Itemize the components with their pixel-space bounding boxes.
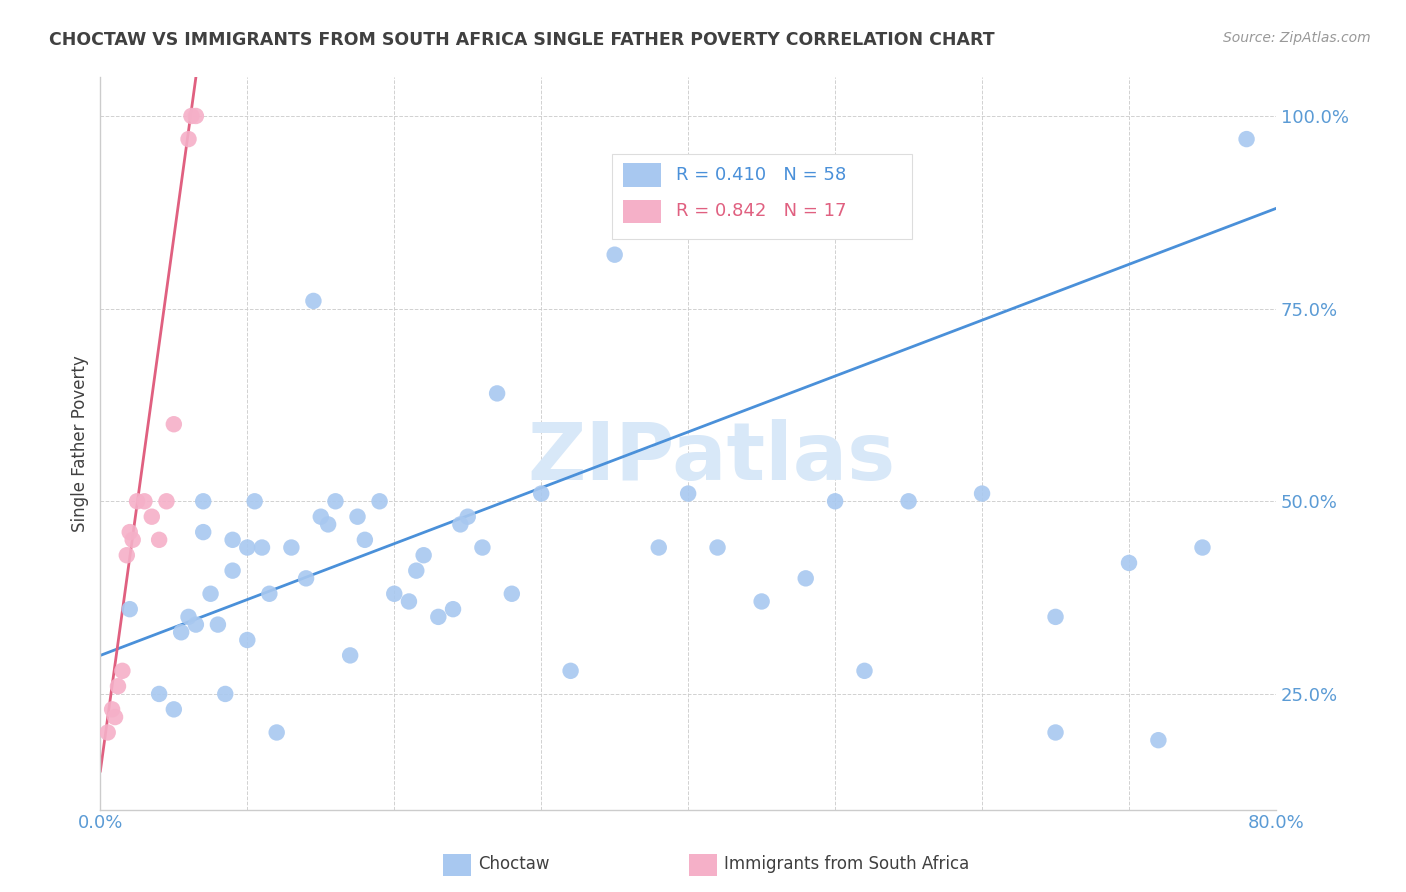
Point — [280, 541, 302, 555]
Point — [1118, 556, 1140, 570]
Point — [250, 541, 273, 555]
Point — [148, 533, 170, 547]
Point — [405, 564, 427, 578]
Point — [398, 594, 420, 608]
Point — [412, 548, 434, 562]
Point — [295, 571, 318, 585]
Point — [214, 687, 236, 701]
Point — [118, 525, 141, 540]
Point — [170, 625, 193, 640]
Text: Choctaw: Choctaw — [478, 855, 550, 873]
Point — [449, 517, 471, 532]
Point — [134, 494, 156, 508]
Point — [115, 548, 138, 562]
Point — [111, 664, 134, 678]
Point — [441, 602, 464, 616]
Point — [155, 494, 177, 508]
Point — [346, 509, 368, 524]
Point — [236, 632, 259, 647]
Point — [107, 679, 129, 693]
Text: R = 0.410   N = 58: R = 0.410 N = 58 — [676, 166, 846, 184]
Point — [560, 664, 582, 678]
Point — [148, 687, 170, 701]
Text: Immigrants from South Africa: Immigrants from South Africa — [724, 855, 969, 873]
Point — [236, 541, 259, 555]
Point — [141, 509, 163, 524]
Text: ZIPatlas: ZIPatlas — [527, 419, 896, 497]
Point — [1045, 610, 1067, 624]
Point — [501, 587, 523, 601]
Point — [193, 494, 215, 508]
Text: CHOCTAW VS IMMIGRANTS FROM SOUTH AFRICA SINGLE FATHER POVERTY CORRELATION CHART: CHOCTAW VS IMMIGRANTS FROM SOUTH AFRICA … — [49, 31, 995, 49]
Point — [471, 541, 494, 555]
Point — [354, 533, 377, 547]
Point — [339, 648, 361, 663]
Point — [457, 509, 479, 524]
Point — [794, 571, 817, 585]
Point — [706, 541, 728, 555]
Point — [200, 587, 222, 601]
Point — [368, 494, 391, 508]
Point — [163, 702, 186, 716]
Point — [221, 564, 243, 578]
FancyBboxPatch shape — [612, 154, 911, 238]
Point — [177, 610, 200, 624]
Point — [648, 541, 671, 555]
Point — [184, 109, 207, 123]
Text: Source: ZipAtlas.com: Source: ZipAtlas.com — [1223, 31, 1371, 45]
Point — [101, 702, 124, 716]
Point — [193, 525, 215, 540]
Point — [243, 494, 266, 508]
Point — [325, 494, 347, 508]
Point — [121, 533, 143, 547]
Point — [180, 109, 202, 123]
Point — [853, 664, 876, 678]
Point — [104, 710, 127, 724]
Point — [163, 417, 186, 432]
Point — [184, 617, 207, 632]
Y-axis label: Single Father Poverty: Single Father Poverty — [72, 355, 89, 532]
Text: R = 0.842   N = 17: R = 0.842 N = 17 — [676, 202, 846, 220]
Point — [676, 486, 699, 500]
Point — [97, 725, 120, 739]
Point — [177, 132, 200, 146]
FancyBboxPatch shape — [623, 200, 661, 223]
Point — [1191, 541, 1213, 555]
Point — [259, 587, 281, 601]
Point — [309, 509, 332, 524]
Point — [897, 494, 920, 508]
Point — [486, 386, 509, 401]
Point — [970, 486, 993, 500]
Point — [824, 494, 846, 508]
Point — [118, 602, 141, 616]
Point — [530, 486, 553, 500]
Point — [207, 617, 229, 632]
Point — [1147, 733, 1170, 747]
Point — [266, 725, 288, 739]
Point — [221, 533, 243, 547]
Point — [751, 594, 773, 608]
Point — [316, 517, 339, 532]
Point — [1045, 725, 1067, 739]
Point — [1236, 132, 1258, 146]
Point — [603, 248, 626, 262]
Point — [427, 610, 450, 624]
Point — [127, 494, 149, 508]
Point — [382, 587, 405, 601]
Point — [302, 293, 325, 308]
FancyBboxPatch shape — [623, 163, 661, 186]
